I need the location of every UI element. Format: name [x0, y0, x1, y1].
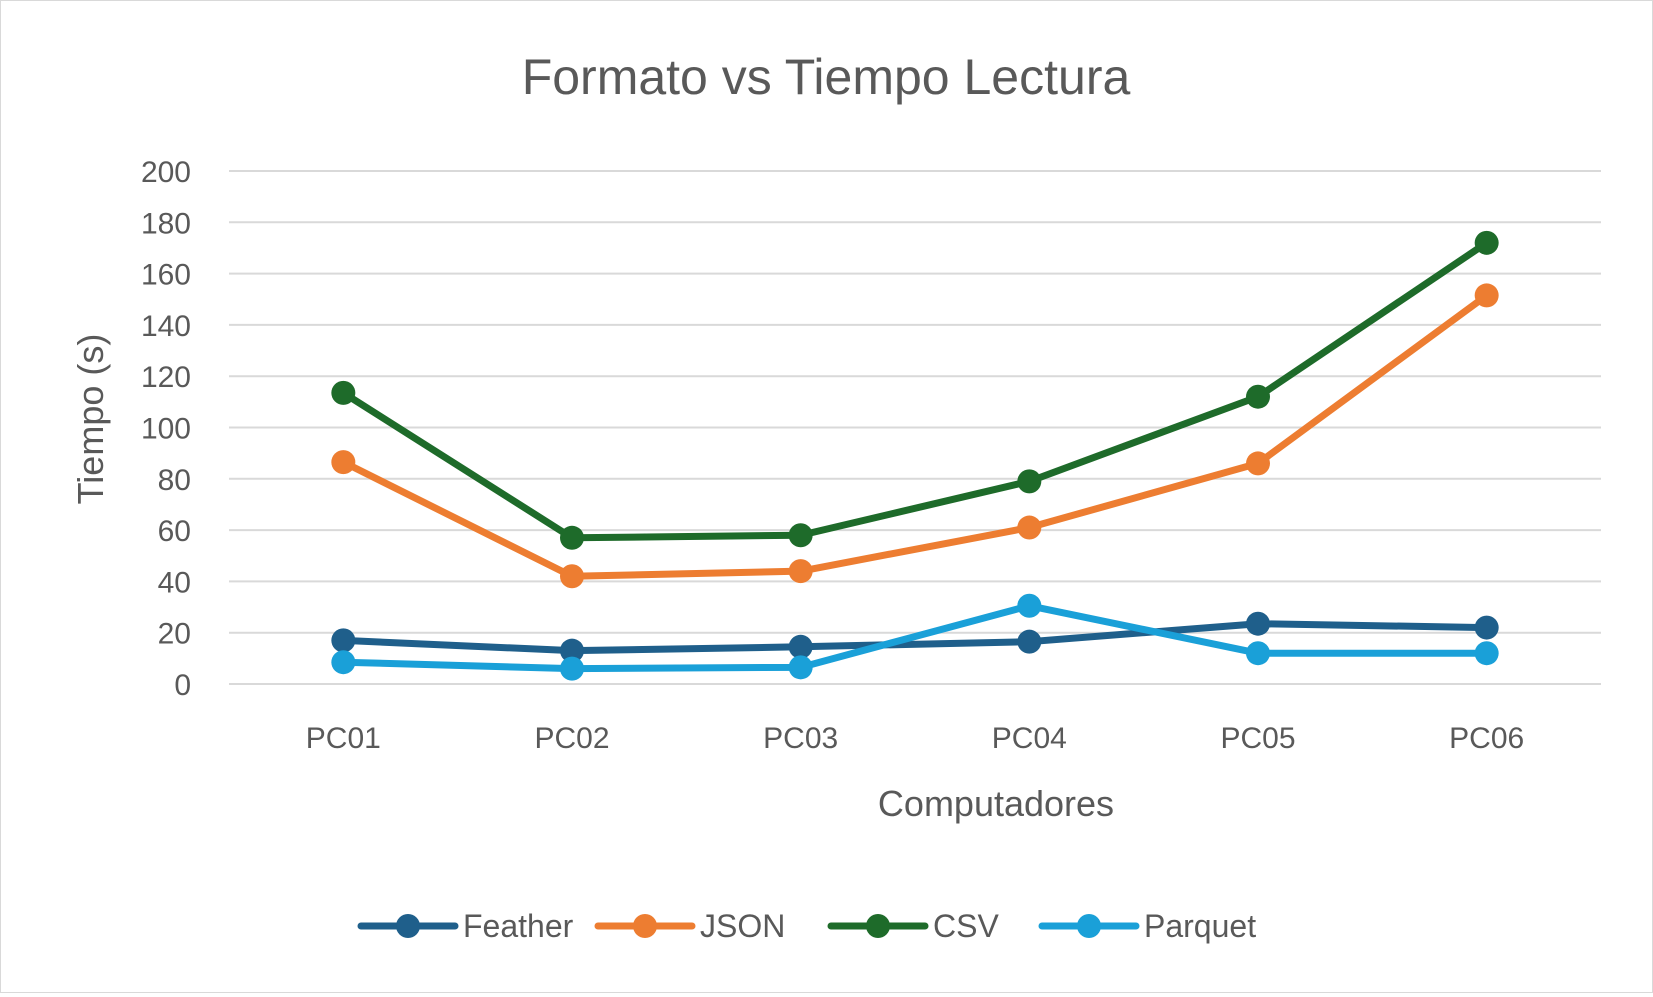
series-csv [331, 230, 1499, 550]
x-tick-label: PC02 [534, 722, 609, 755]
data-point [788, 655, 813, 680]
data-point [1474, 615, 1499, 640]
data-point [788, 634, 813, 659]
data-point [1246, 611, 1270, 636]
y-tick-label: 120 [141, 361, 191, 394]
x-tick-label: PC01 [306, 722, 381, 755]
y-tick-label: 200 [141, 156, 191, 189]
data-point [1246, 384, 1270, 409]
data-point [1246, 451, 1270, 476]
series-feather [331, 611, 1499, 663]
legend-swatch-marker [1077, 914, 1101, 938]
data-point [331, 380, 356, 405]
legend-item: CSV [827, 908, 999, 944]
x-tick-labels: PC01 PC02 PC03 PC04 PC05 PC06 [306, 722, 1524, 755]
data-point [1017, 629, 1042, 654]
y-tick-label: 0 [174, 669, 191, 702]
series-parquet [331, 593, 1499, 681]
y-axis-title: Tiempo (s) [70, 334, 111, 505]
legend-swatch-marker [866, 914, 890, 938]
series-line [339, 239, 1491, 542]
legend-item: JSON [594, 908, 785, 944]
legend-item: Feather [357, 908, 574, 944]
data-point [788, 559, 813, 584]
y-tick-label: 20 [158, 618, 191, 651]
legend-label: CSV [933, 908, 999, 944]
legend-label: Parquet [1144, 908, 1256, 944]
y-tick-label: 80 [158, 464, 191, 497]
data-point [560, 564, 584, 589]
y-tick-label: 180 [141, 207, 191, 240]
data-point [331, 650, 356, 675]
y-tick-label: 140 [141, 310, 191, 343]
y-tick-label: 100 [141, 413, 191, 446]
series-line [339, 291, 1491, 580]
data-point [331, 628, 356, 653]
y-tick-label: 160 [141, 259, 191, 292]
series-json [331, 283, 1499, 589]
legend-item: Parquet [1038, 908, 1256, 944]
data-point [560, 656, 584, 681]
series-line [339, 602, 1491, 673]
data-point [1017, 469, 1042, 494]
chart-title: Formato vs Tiempo Lectura [522, 49, 1131, 105]
series-lines [331, 230, 1499, 681]
x-tick-label: PC03 [763, 722, 838, 755]
legend-label: Feather [463, 908, 574, 944]
x-axis-title: Computadores [878, 783, 1114, 824]
data-point [1017, 593, 1042, 618]
x-tick-label: PC06 [1449, 722, 1524, 755]
series-line [339, 620, 1491, 655]
data-point [1246, 641, 1270, 666]
gridlines [229, 170, 1601, 685]
legend-label: JSON [700, 908, 785, 944]
x-tick-label: PC04 [992, 722, 1067, 755]
legend-swatch-marker [633, 914, 657, 938]
data-point [560, 638, 584, 663]
y-tick-label: 40 [158, 566, 191, 599]
legend: Feather JSON CSV Parquet [357, 908, 1256, 944]
data-point [788, 523, 813, 548]
x-tick-label: PC05 [1220, 722, 1295, 755]
y-tick-label: 60 [158, 515, 191, 548]
data-point [1474, 283, 1499, 308]
y-tick-labels: 0 20 40 60 80 100 120 140 160 180 200 [141, 156, 191, 702]
legend-swatch-marker [396, 914, 420, 938]
data-point [1474, 230, 1499, 255]
data-point [560, 525, 584, 550]
data-point [1017, 515, 1042, 540]
data-point [331, 450, 356, 475]
data-point [1474, 641, 1499, 666]
